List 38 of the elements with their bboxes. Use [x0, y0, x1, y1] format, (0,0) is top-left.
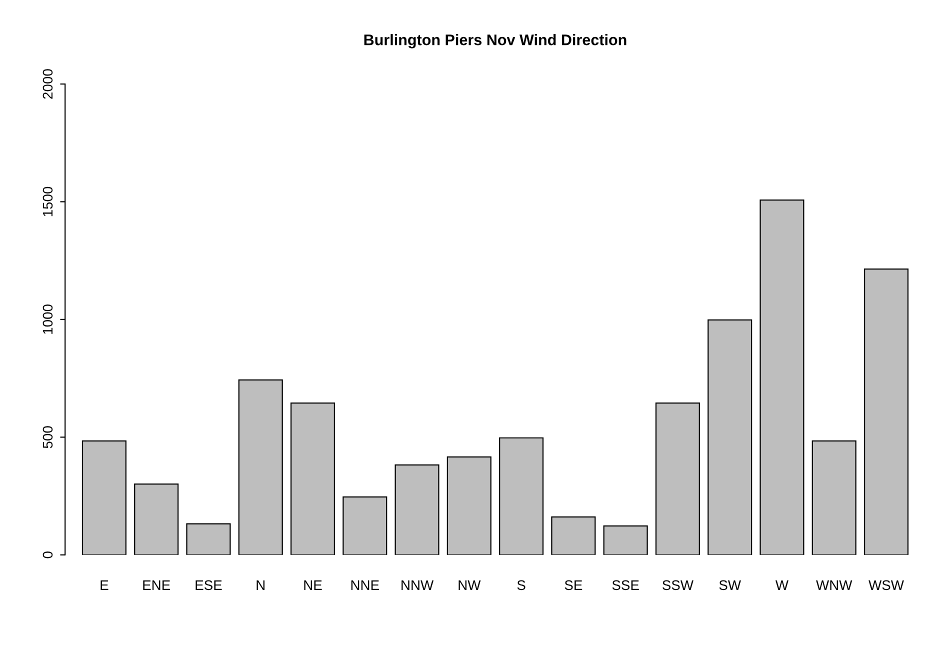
y-tick-label: 1500 [42, 186, 53, 216]
x-tick-label: S [517, 580, 526, 590]
bar [760, 200, 804, 555]
x-tick-label: SW [719, 580, 741, 590]
bar [446, 456, 492, 555]
bar [134, 483, 179, 555]
x-tick-label: N [256, 580, 264, 590]
x-tick-label: NNE [351, 580, 379, 590]
bar [551, 516, 596, 555]
x-tick-label: E [100, 580, 108, 590]
x-tick-label: NE [304, 580, 322, 590]
x-tick-label: SSE [612, 580, 639, 590]
x-tick-label: NNW [402, 580, 434, 590]
x-tick-label: SSW [662, 580, 694, 590]
x-tick-label: WSW [868, 580, 904, 590]
bar [290, 402, 336, 555]
y-tick-label: 2000 [42, 69, 53, 99]
y-tick-label: 1000 [42, 304, 53, 334]
x-tick-label: NW [458, 580, 481, 590]
chart-title: Burlington Piers Nov Wind Direction [364, 34, 626, 48]
x-tick-label: W [775, 580, 788, 590]
bar [864, 268, 909, 555]
x-tick-label: WNW [816, 580, 852, 590]
bar [708, 319, 752, 555]
bar [603, 525, 648, 555]
y-tick-label: 500 [42, 426, 53, 448]
bar [812, 440, 856, 555]
bar [82, 440, 126, 555]
x-tick-label: SE [564, 580, 582, 590]
bar [394, 464, 440, 555]
bar [655, 402, 700, 555]
bar [238, 379, 283, 555]
bar [186, 523, 231, 555]
bar [342, 496, 388, 555]
y-tick-label: 0 [42, 552, 53, 558]
bar [499, 437, 544, 555]
x-tick-label: ESE [196, 580, 222, 590]
x-tick-label: ENE [143, 580, 170, 590]
